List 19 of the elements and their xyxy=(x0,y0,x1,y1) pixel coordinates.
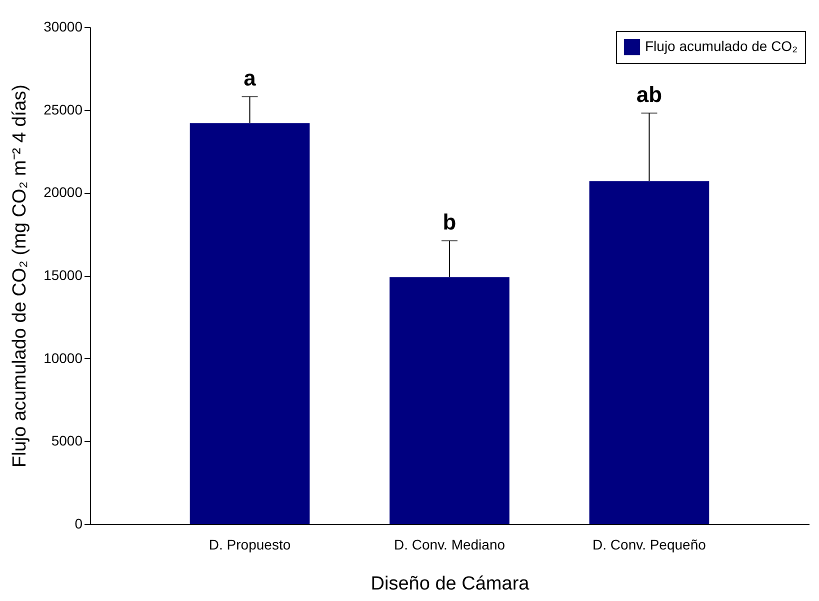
y-tick-label: 25000 xyxy=(44,101,83,118)
annotation: b xyxy=(442,210,456,235)
y-tick-label: 5000 xyxy=(51,432,83,449)
y-tick-label: 30000 xyxy=(44,18,83,34)
x-tick-label: D. Conv. Mediano xyxy=(394,536,506,552)
bar xyxy=(190,123,310,524)
y-tick-label: 0 xyxy=(74,516,83,532)
bar xyxy=(390,277,510,524)
y-axis-title: Flujo acumulado de CO₂ (mg CO₂ m⁻² 4 días) xyxy=(10,84,31,468)
y-tick-label: 15000 xyxy=(44,267,83,283)
legend-label: Flujo acumulado de CO₂ xyxy=(645,38,798,54)
x-axis-title: Diseño de Cámara xyxy=(370,574,530,594)
x-tick-label: D. Propuesto xyxy=(208,536,291,552)
annotation: a xyxy=(244,66,257,91)
x-tick-label: D. Conv. Pequeño xyxy=(592,536,706,552)
annotation: ab xyxy=(636,82,662,108)
y-tick-label: 20000 xyxy=(44,184,83,200)
bar xyxy=(589,181,710,524)
y-tick-label: 10000 xyxy=(44,350,83,366)
